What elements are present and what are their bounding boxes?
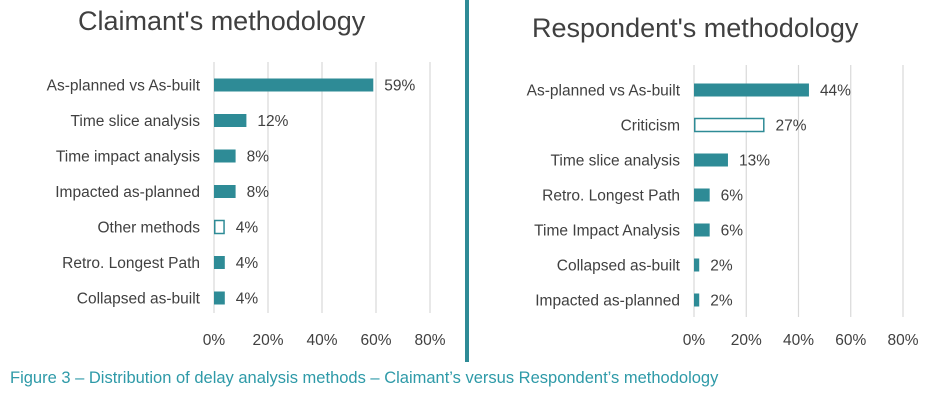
data-label: 44% (820, 83, 851, 100)
bar (214, 185, 236, 198)
x-tick-label: 60% (360, 332, 391, 349)
bar (214, 256, 225, 269)
category-label: Time impact analysis (56, 149, 200, 166)
x-tick-label: 20% (252, 332, 283, 349)
category-label: Other methods (97, 220, 200, 237)
category-label: Collapsed as-built (77, 291, 201, 308)
divider-line (465, 0, 469, 362)
bar (694, 153, 728, 167)
data-label: 12% (257, 113, 288, 130)
bar (214, 291, 225, 305)
data-label: 2% (710, 293, 733, 310)
data-label: 8% (247, 149, 270, 166)
bar (214, 78, 374, 92)
bar (694, 293, 700, 307)
bar (694, 258, 700, 272)
data-label: 59% (384, 78, 415, 95)
bar (694, 188, 710, 202)
category-label: Impacted as-planned (535, 293, 680, 310)
category-label: As-planned vs As-built (47, 78, 201, 95)
x-tick-label: 40% (783, 332, 814, 349)
category-label: Impacted as-planned (55, 184, 200, 201)
x-tick-label: 60% (835, 332, 866, 349)
category-label: Retro. Longest Path (542, 188, 680, 205)
chart-claimant: 0% 20% 40% 60% 80% As-planned vs As-built 59% T… (47, 62, 446, 349)
bar (694, 223, 710, 237)
category-label: Time Impact Analysis (534, 223, 680, 240)
category-label: Time slice analysis (71, 113, 201, 130)
x-tick-label: 80% (887, 332, 918, 349)
x-tick-label: 0% (683, 332, 706, 349)
figure-caption: Figure 3 – Distribution of delay analysi… (10, 369, 719, 387)
category-label: Collapsed as-built (557, 258, 681, 275)
data-label: 8% (247, 184, 270, 201)
data-label: 6% (721, 223, 744, 240)
data-label: 4% (236, 220, 259, 237)
data-label: 2% (710, 258, 733, 275)
category-label: As-planned vs As-built (527, 83, 681, 100)
data-label: 27% (776, 118, 807, 135)
x-tick-label: 80% (414, 332, 445, 349)
chart-respondent: 0% 20% 40% 60% 80% As-planned vs As-built 44% C… (527, 65, 919, 349)
bar (214, 114, 247, 127)
x-tick-label: 0% (203, 332, 226, 349)
data-label: 6% (721, 188, 744, 205)
category-label: Criticism (621, 118, 680, 135)
bar (214, 149, 236, 163)
chart-title-claimant: Claimant's methodology (78, 6, 366, 36)
data-label: 4% (236, 255, 259, 272)
data-label: 4% (236, 291, 259, 308)
chart-title-respondent: Respondent's methodology (532, 13, 859, 43)
bar (214, 219, 225, 235)
category-label: Retro. Longest Path (62, 255, 200, 272)
data-label: 13% (739, 153, 770, 170)
bar (694, 83, 809, 97)
x-tick-label: 40% (306, 332, 337, 349)
category-label: Time slice analysis (551, 153, 681, 170)
bar (694, 117, 765, 133)
x-tick-label: 20% (731, 332, 762, 349)
